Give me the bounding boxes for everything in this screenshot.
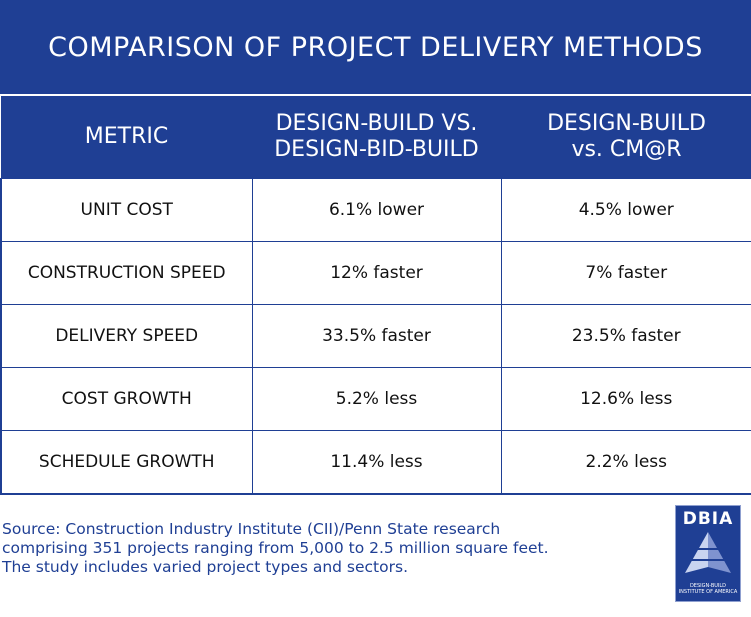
header-db-vs-cmar: DESIGN-BUILD vs. CM@R bbox=[501, 96, 751, 179]
value-cell: 4.5% lower bbox=[500, 178, 751, 242]
value-cell: 12.6% less bbox=[500, 367, 751, 431]
value-cell: 11.4% less bbox=[251, 430, 502, 495]
value-cell: 6.1% lower bbox=[251, 178, 502, 242]
header-text: DESIGN-BID-BUILD bbox=[274, 137, 479, 162]
logo-text: DBIA bbox=[682, 509, 734, 529]
value-cell: 12% faster bbox=[251, 241, 502, 305]
header-metric: METRIC bbox=[1, 96, 252, 179]
header-row: METRIC DESIGN-BUILD VS. DESIGN-BID-BUILD … bbox=[1, 96, 751, 179]
table-row: DELIVERY SPEED 33.5% faster 23.5% faster bbox=[0, 304, 751, 368]
value-cell: 33.5% faster bbox=[251, 304, 502, 368]
divider bbox=[0, 94, 751, 96]
source-note: Source: Construction Industry Institute … bbox=[2, 520, 642, 577]
pyramid-icon bbox=[685, 532, 731, 573]
table-row: UNIT COST 6.1% lower 4.5% lower bbox=[0, 178, 751, 242]
value-cell: 2.2% less bbox=[500, 430, 751, 495]
source-line: Source: Construction Industry Institute … bbox=[2, 520, 501, 538]
header-db-vs-dbb: DESIGN-BUILD VS. DESIGN-BID-BUILD bbox=[252, 96, 501, 179]
dbia-logo: DBIA DESIGN-BUILD INSTITUTE OF AMERICA bbox=[675, 505, 741, 602]
value-cell: 5.2% less bbox=[251, 367, 502, 431]
table-row: CONSTRUCTION SPEED 12% faster 7% faster bbox=[0, 241, 751, 305]
comparison-table: METRIC DESIGN-BUILD VS. DESIGN-BID-BUILD … bbox=[0, 96, 751, 495]
table-row: SCHEDULE GROWTH 11.4% less 2.2% less bbox=[0, 430, 751, 495]
header-text: vs. CM@R bbox=[571, 137, 682, 162]
metric-cell: SCHEDULE GROWTH bbox=[0, 430, 253, 495]
logo-subtext: DESIGN-BUILD bbox=[689, 583, 727, 589]
value-cell: 7% faster bbox=[500, 241, 751, 305]
metric-cell: COST GROWTH bbox=[0, 367, 253, 431]
metric-cell: CONSTRUCTION SPEED bbox=[0, 241, 253, 305]
source-line: The study includes varied project types … bbox=[2, 558, 408, 576]
value-cell: 23.5% faster bbox=[500, 304, 751, 368]
header-text: METRIC bbox=[84, 124, 169, 149]
metric-cell: DELIVERY SPEED bbox=[0, 304, 253, 368]
header-text: DESIGN-BUILD VS. bbox=[275, 111, 478, 136]
logo-subtext: INSTITUTE OF AMERICA bbox=[678, 589, 738, 595]
page-title: COMPARISON OF PROJECT DELIVERY METHODS bbox=[0, 0, 751, 94]
header-text: DESIGN-BUILD bbox=[547, 111, 706, 136]
table-row: COST GROWTH 5.2% less 12.6% less bbox=[0, 367, 751, 431]
source-line: comprising 351 projects ranging from 5,0… bbox=[2, 539, 549, 557]
metric-cell: UNIT COST bbox=[0, 178, 253, 242]
